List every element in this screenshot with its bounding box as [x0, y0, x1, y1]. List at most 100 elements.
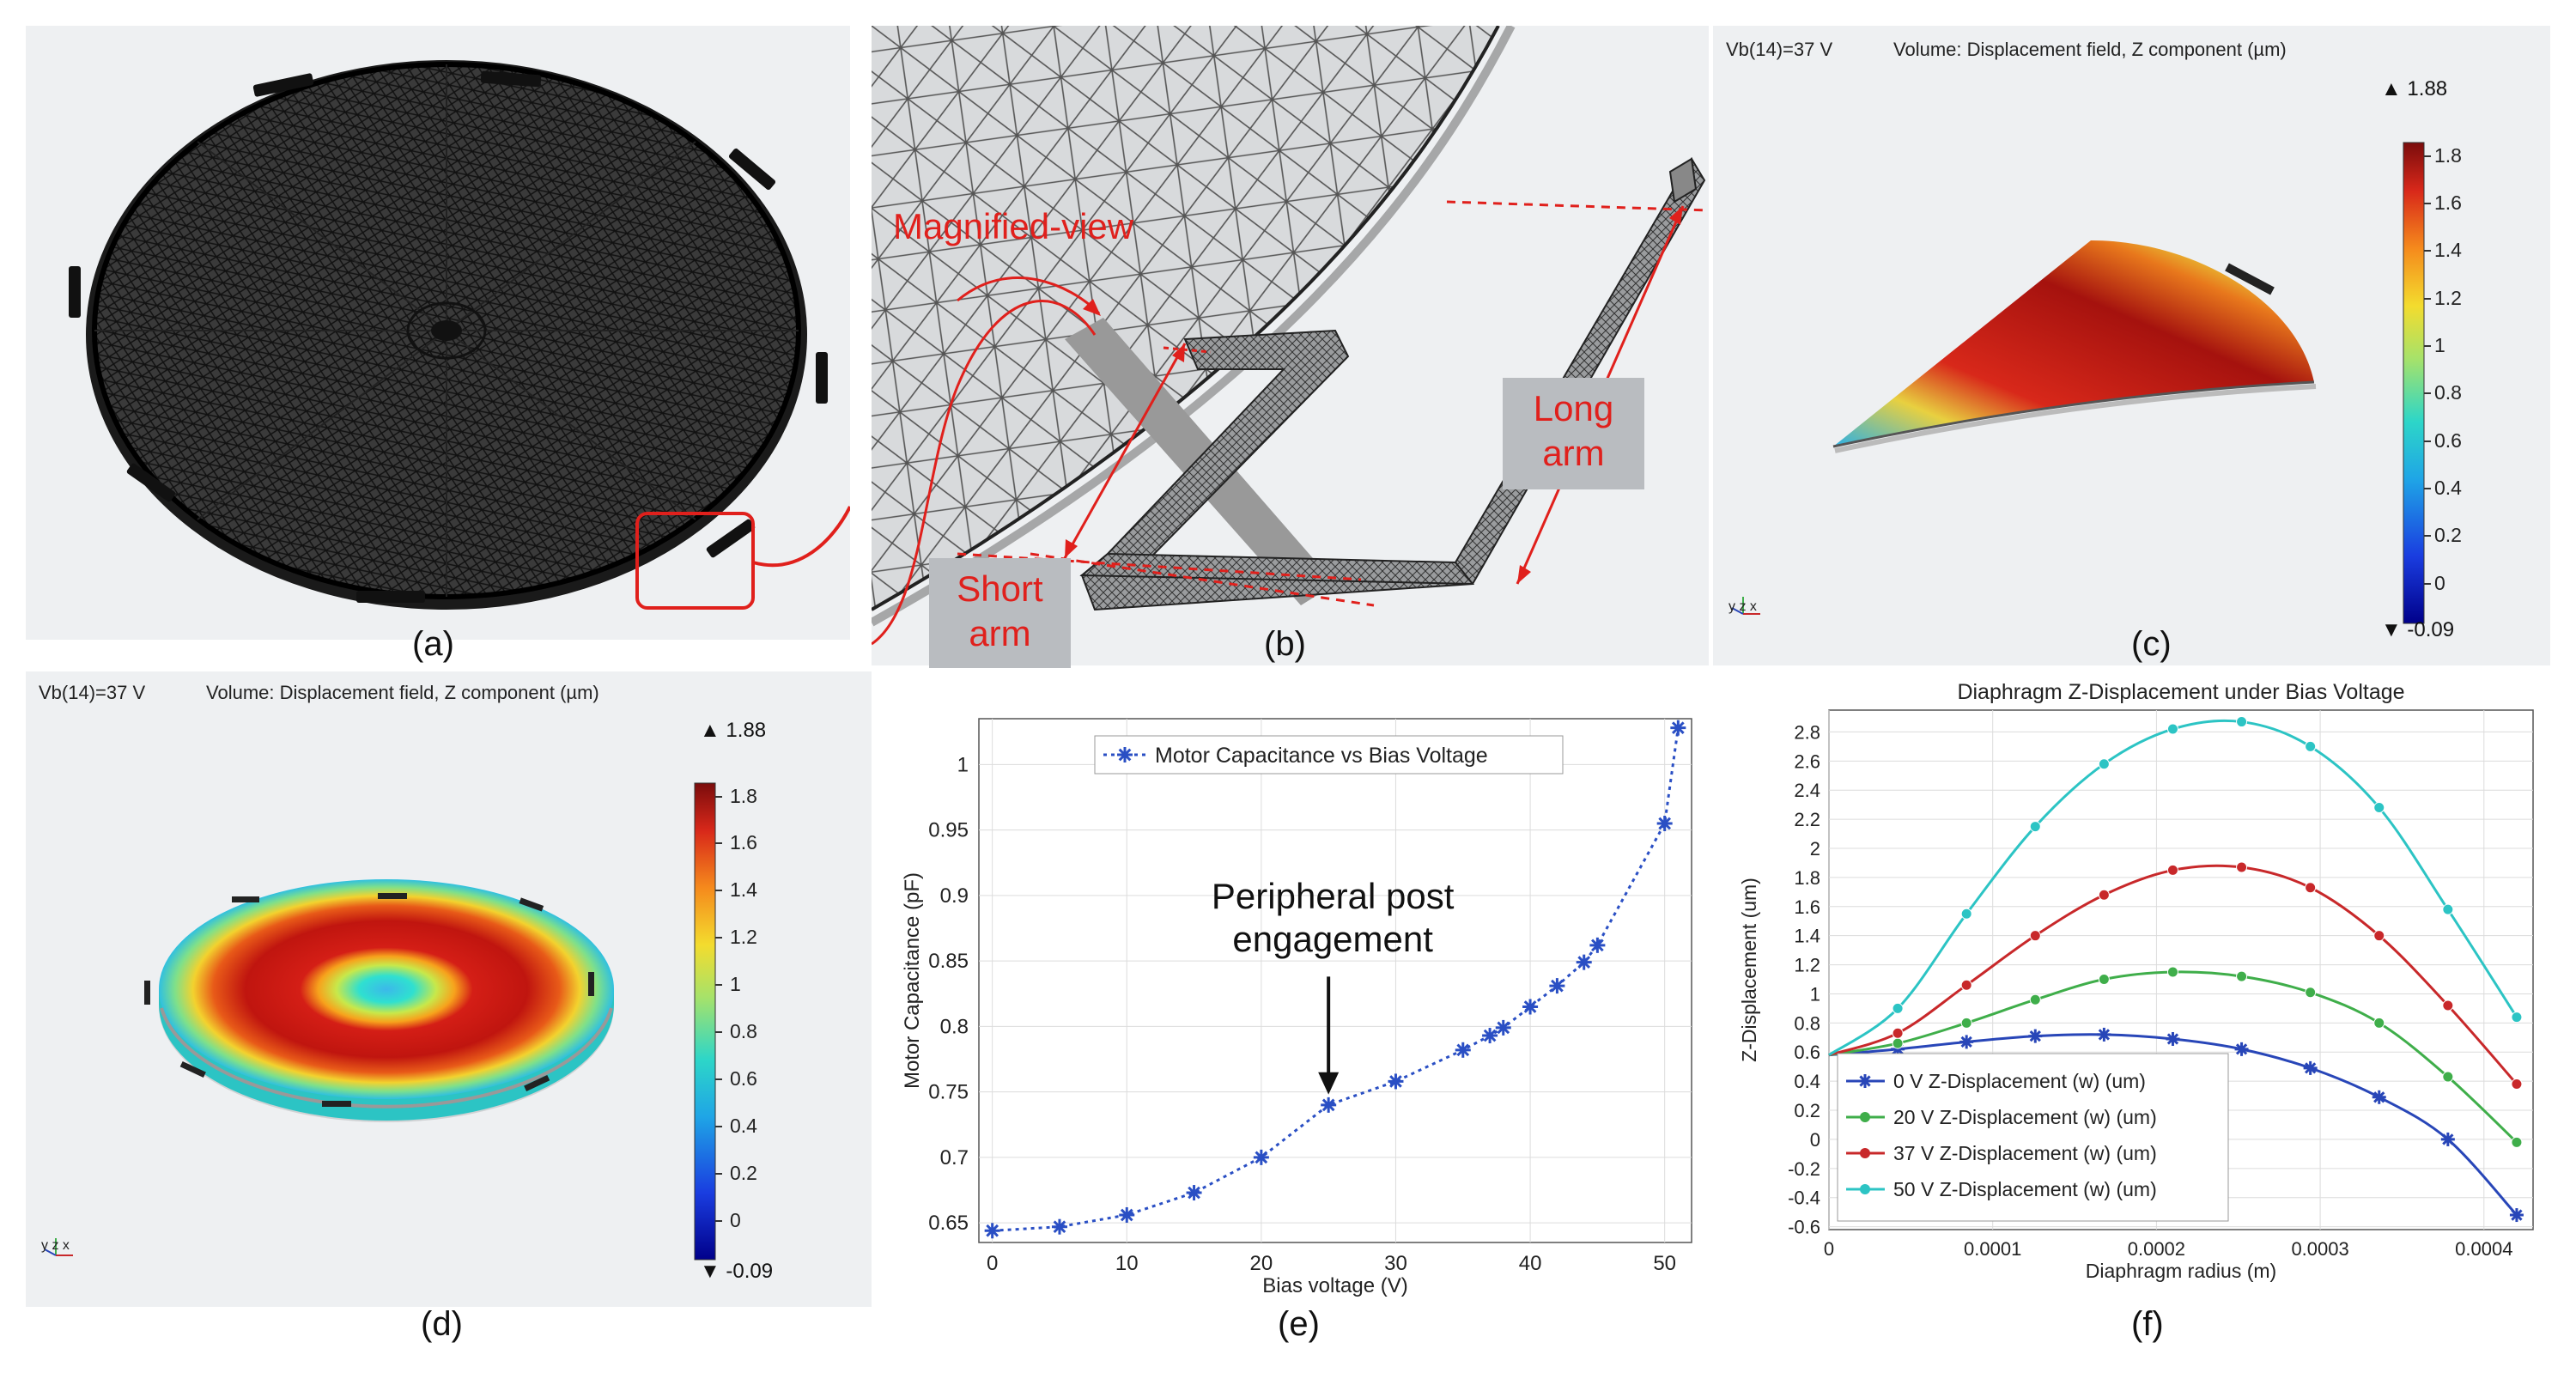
colorbar-tick: 1.4: [2434, 239, 2462, 261]
y-tick-label: 0.85: [928, 950, 969, 973]
x-tick-label: 50: [1653, 1252, 1676, 1275]
data-point: [1051, 1218, 1067, 1235]
colorbar-tick: 0.6: [730, 1067, 757, 1090]
series-line: [992, 727, 1680, 1232]
data-point: [2166, 723, 2178, 735]
data-point: [2029, 930, 2041, 942]
diaphragm-mesh-figure: [69, 60, 852, 610]
colorbar-max: ▲ 1.88: [700, 719, 767, 742]
data-point: [2236, 861, 2248, 873]
bias-label: Vb(14)=37 V: [1726, 39, 1833, 60]
data-point: [2511, 1012, 2523, 1024]
y-tick-label: 2: [1810, 838, 1820, 860]
displacement-chart: Diaphragm Z-Displacement under Bias Volt…: [1738, 680, 2534, 1282]
y-tick-label: 0: [1810, 1129, 1820, 1151]
x-axis-label: Bias voltage (V): [1262, 1274, 1407, 1297]
data-point: [1549, 978, 1565, 994]
y-tick-label: 2.4: [1794, 780, 1820, 801]
y-tick-label: -0.6: [1788, 1217, 1820, 1238]
data-point: [2373, 930, 2385, 942]
data-point: [984, 1223, 1000, 1239]
legend-label: 50 V Z-Displacement (w) (um): [1893, 1178, 2157, 1200]
x-tick-label: 40: [1519, 1252, 1542, 1275]
data-point: [2166, 864, 2178, 876]
axis-triad-label: y z x: [41, 1238, 70, 1253]
caption-d: (d): [421, 1305, 463, 1343]
data-point: [1960, 1017, 1972, 1029]
data-point: [1589, 937, 1606, 953]
colorbar-tick: 1.6: [730, 831, 757, 854]
data-point: [2236, 716, 2248, 728]
x-tick-label: 0: [987, 1252, 998, 1275]
plot-title: Volume: Displacement field, Z component …: [1893, 39, 2287, 60]
chart-title: Diaphragm Z-Displacement under Bias Volt…: [1957, 680, 2404, 704]
colorbar-tick: 1.8: [2434, 144, 2462, 167]
y-tick-label: 0.8: [940, 1015, 969, 1038]
x-tick-label: 0.0001: [1964, 1238, 2021, 1260]
caption-b: (b): [1264, 625, 1306, 663]
y-tick-label: 0.6: [1794, 1042, 1820, 1063]
data-point: [1186, 1185, 1202, 1201]
data-point: [1892, 1037, 1904, 1049]
data-point: [2305, 882, 2317, 894]
data-point: [1959, 1035, 1974, 1049]
y-tick-label: 1: [957, 753, 969, 776]
colorbar-tick: 0.2: [2434, 524, 2462, 546]
x-tick-label: 20: [1250, 1252, 1273, 1275]
colorbar-max: ▲ 1.88: [2381, 77, 2448, 100]
colorbar-tick: 0.8: [730, 1020, 757, 1042]
caption-a: (a): [412, 625, 454, 663]
axis-triad: [44, 1238, 73, 1256]
y-axis-label: Motor Capacitance (pF): [901, 872, 924, 1089]
x-axis-label: Diaphragm radius (m): [2086, 1260, 2276, 1282]
y-tick-label: 1: [1810, 983, 1820, 1005]
y-tick-label: 2.6: [1794, 750, 1820, 772]
axis-triad: [1731, 597, 1760, 615]
data-point: [1892, 1002, 1904, 1014]
colorbar-tick: 0.4: [2434, 477, 2462, 499]
legend-label: 37 V Z-Displacement (w) (um): [1893, 1142, 2157, 1164]
data-point: [2236, 970, 2248, 982]
colorbar-tick: 1: [2434, 334, 2445, 356]
data-point: [2442, 903, 2454, 915]
wedge-figure: [1731, 142, 2431, 624]
y-tick-label: -0.2: [1788, 1158, 1820, 1180]
y-tick-label: 1.4: [1794, 926, 1820, 947]
legend-marker: [1117, 747, 1133, 762]
colorbar-min: ▼ -0.09: [700, 1260, 774, 1283]
y-tick-label: 0.65: [928, 1212, 969, 1235]
y-tick-label: 2.2: [1794, 809, 1820, 830]
data-point: [2442, 1071, 2454, 1083]
annotation-arrowhead: [1318, 1072, 1340, 1095]
caption-f: (f): [2131, 1305, 2164, 1343]
colorbar-tick: 0: [730, 1209, 741, 1231]
panel-a-mesh: [26, 26, 852, 640]
bias-label: Vb(14)=37 V: [39, 682, 146, 703]
data-point: [2166, 1031, 2180, 1046]
x-tick-label: 10: [1115, 1252, 1139, 1275]
colorbar-tick: 1.4: [730, 878, 757, 901]
x-tick-label: 30: [1384, 1252, 1407, 1275]
legend-marker: [1858, 1074, 1872, 1088]
y-tick-label: 2.8: [1794, 721, 1820, 743]
arm-mesh-figure: [872, 26, 1709, 646]
data-point: [1388, 1073, 1404, 1090]
data-point: [2372, 1090, 2386, 1104]
y-tick-label: 1.8: [1794, 867, 1820, 889]
disc-figure: [44, 782, 722, 1261]
y-tick-label: 0.95: [928, 819, 969, 842]
data-point: [2305, 740, 2317, 752]
short-arm-text: Short arm: [957, 568, 1043, 653]
annotation-line2: engagement: [1232, 919, 1433, 959]
legend-label: 20 V Z-Displacement (w) (um): [1893, 1106, 2157, 1128]
long-arm-text: Long arm: [1533, 388, 1614, 473]
colorbar-tick: 0.2: [730, 1162, 757, 1184]
data-point: [2440, 1132, 2455, 1146]
data-point: [2029, 993, 2041, 1005]
series-line: [1828, 1033, 2518, 1217]
x-tick-label: 0.0003: [2291, 1238, 2348, 1260]
legend-marker: [1860, 1148, 1870, 1158]
panel-d-disc-result: Vb(14)=37 V Volume: Displacement field, …: [26, 671, 872, 1307]
data-point: [1455, 1042, 1471, 1058]
short-arm-label: Short arm: [929, 558, 1071, 668]
